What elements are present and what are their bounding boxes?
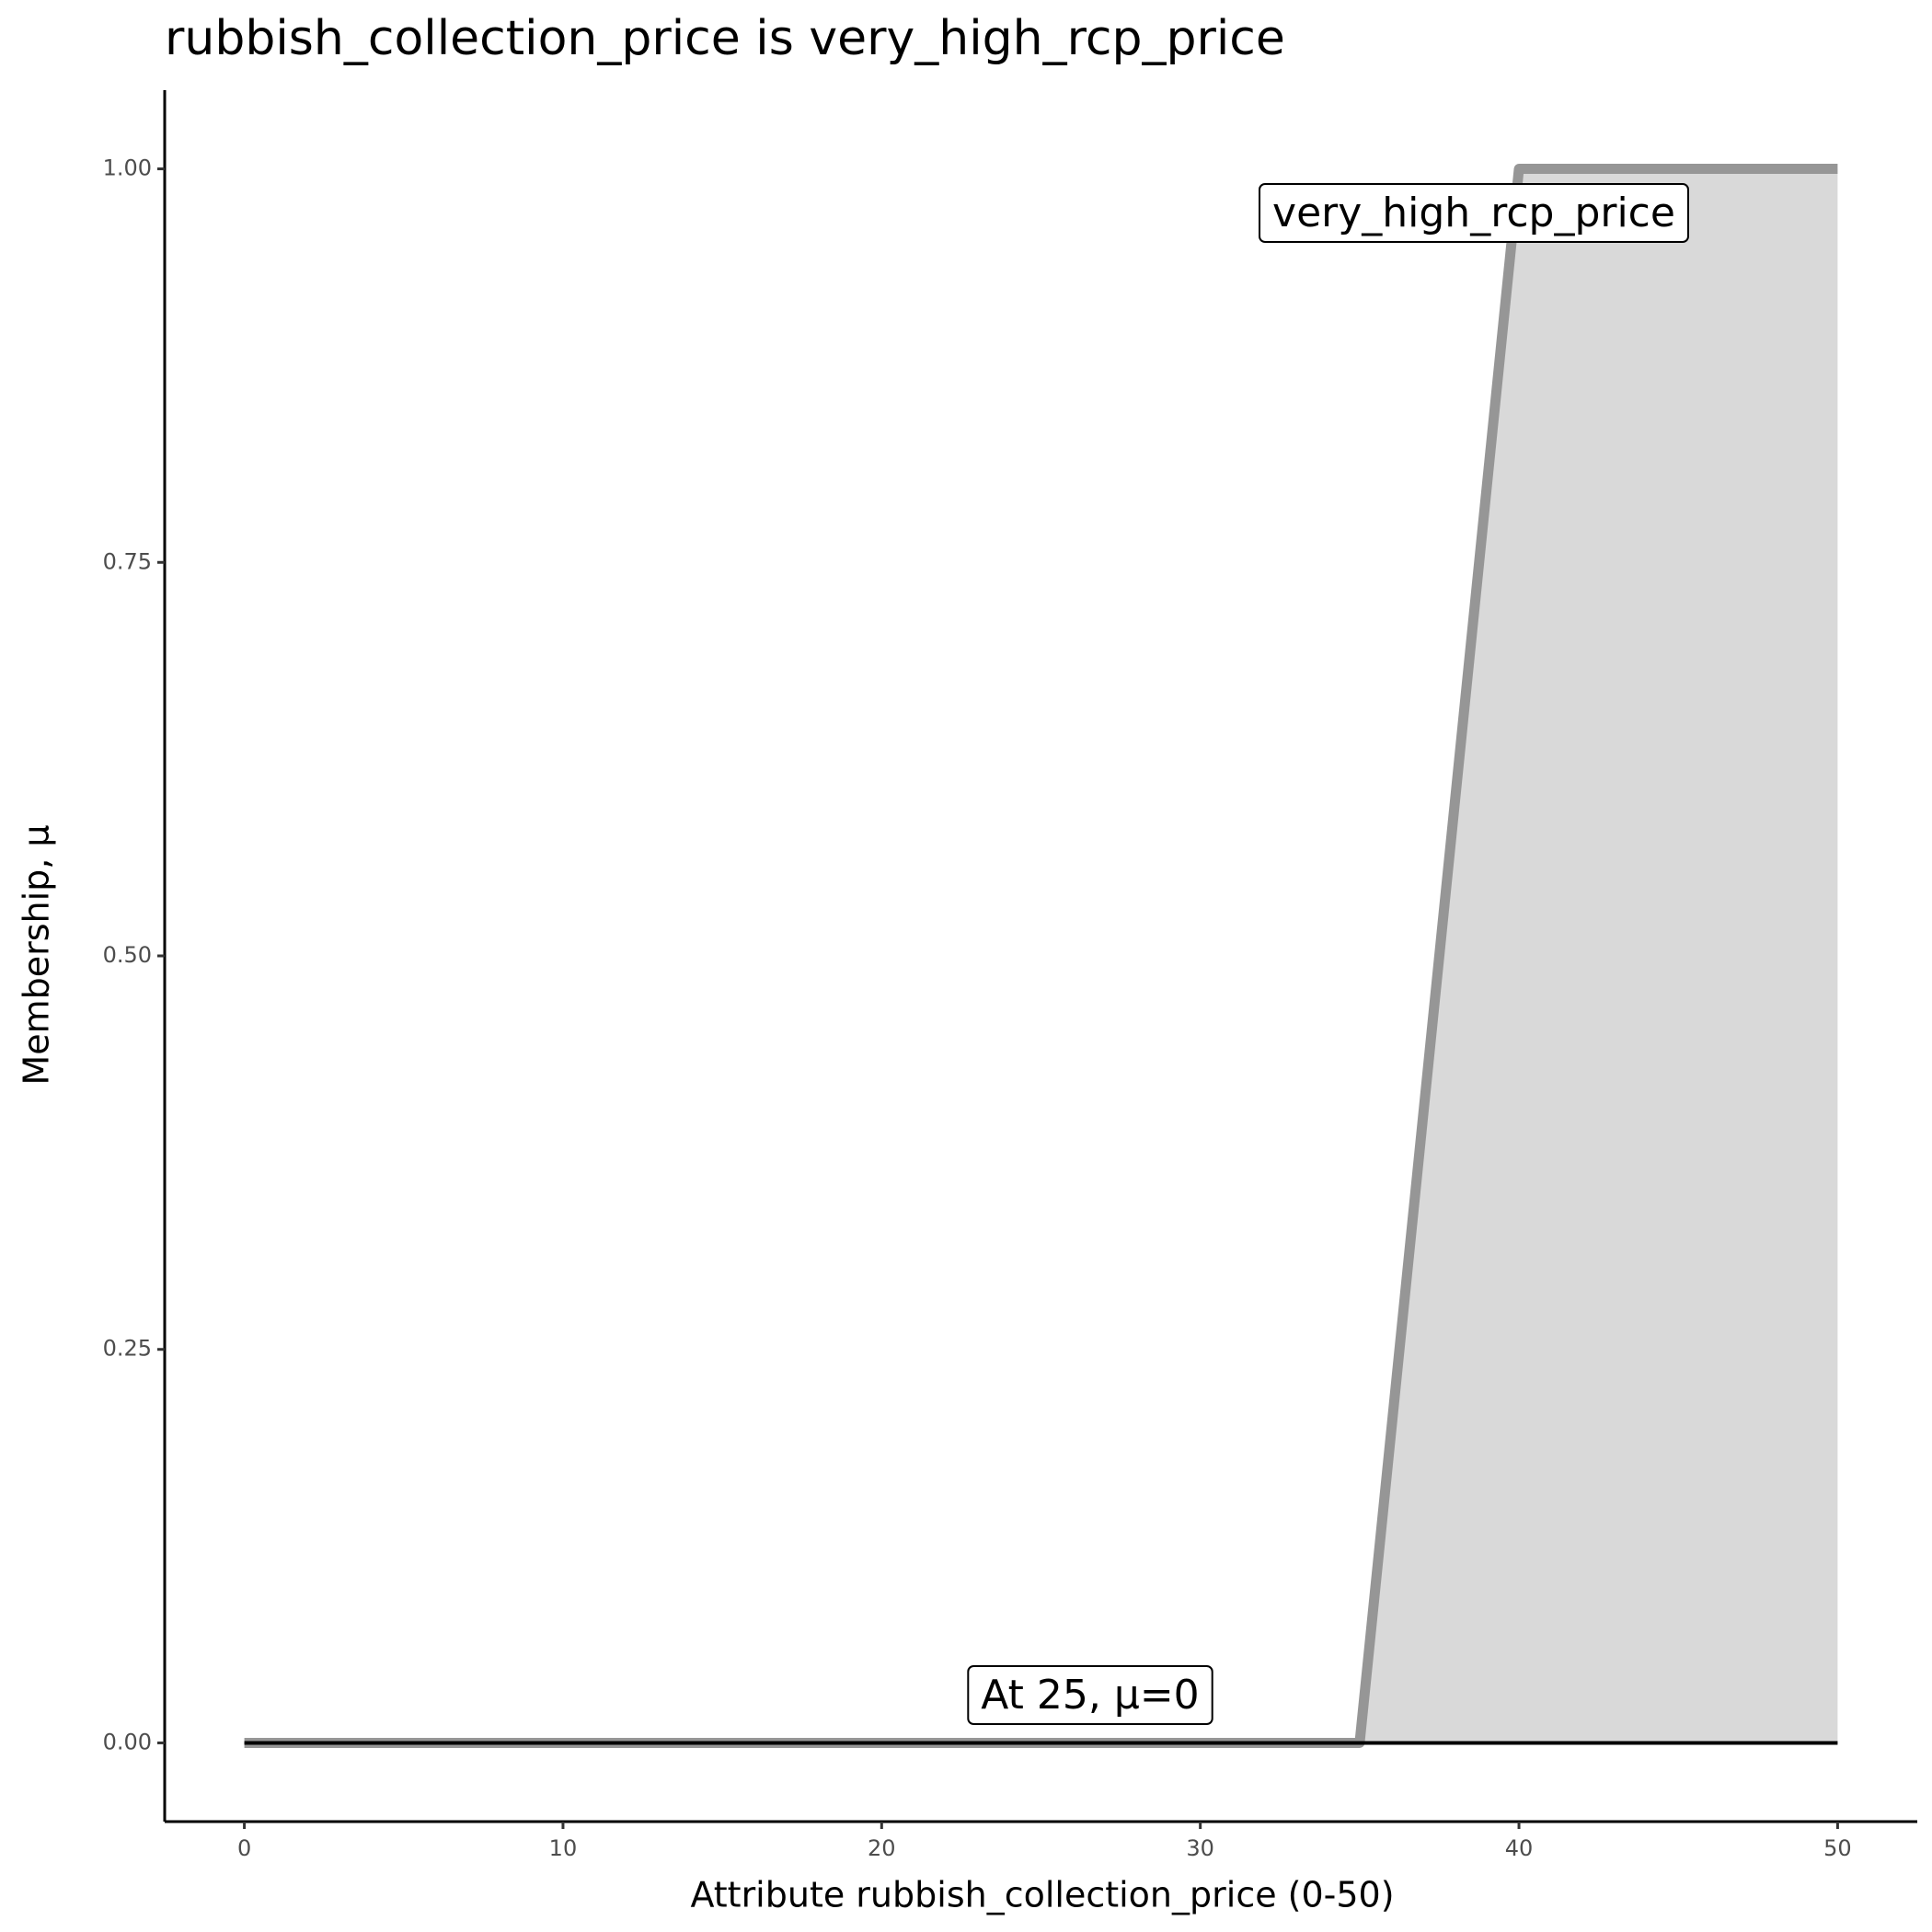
y-tick-label: 0.75 <box>103 548 152 574</box>
x-tick-label: 50 <box>1823 1835 1852 1861</box>
annotation-box <box>1259 183 1689 243</box>
x-axis-title: Attribute rubbish_collection_price (0-50… <box>690 1875 1394 1915</box>
x-tick-label: 0 <box>237 1835 251 1861</box>
y-axis-title: Membership, μ <box>17 824 57 1085</box>
x-tick-label: 40 <box>1505 1835 1534 1861</box>
y-tick-label: 1.00 <box>103 155 152 181</box>
annotation-box <box>967 1665 1213 1725</box>
annotation: At 25, μ=0 <box>967 1665 1213 1725</box>
x-tick-label: 10 <box>549 1835 578 1861</box>
annotation-label: very_high_rcp_price <box>1272 190 1675 236</box>
x-tick-label: 30 <box>1186 1835 1214 1861</box>
y-tick-label: 0.00 <box>103 1729 152 1754</box>
y-tick-label: 0.50 <box>103 942 152 968</box>
annotation-label: At 25, μ=0 <box>981 1672 1199 1719</box>
membership-area <box>244 168 1838 1743</box>
annotation: very_high_rcp_price <box>1259 183 1689 243</box>
chart-title: rubbish_collection_price is very_high_rc… <box>165 11 1285 66</box>
x-tick-label: 20 <box>868 1835 896 1861</box>
y-tick-label: 0.25 <box>103 1336 152 1362</box>
